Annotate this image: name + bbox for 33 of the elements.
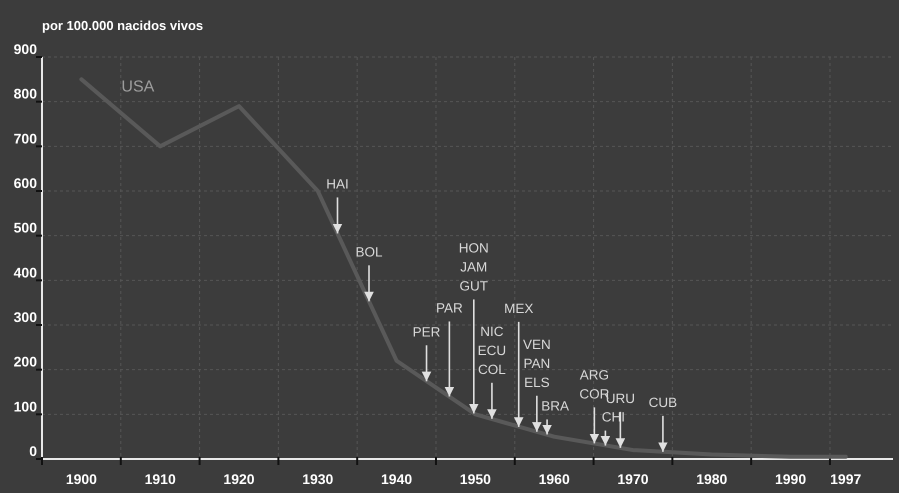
y-tick-label: 600 [14, 175, 38, 191]
x-tick-label: 1940 [381, 471, 412, 487]
y-tick-label: 400 [14, 264, 38, 280]
x-tick-label: 1930 [302, 471, 334, 487]
annotation: CUB [648, 394, 678, 410]
y-tick-label: 900 [14, 41, 38, 57]
y-tick-label: 800 [14, 86, 38, 102]
x-tick-label: 1910 [144, 471, 176, 487]
x-tick-label: 1970 [617, 471, 649, 487]
annotation: VEN PAN ELS [522, 336, 551, 390]
x-tick-label: 1980 [696, 471, 728, 487]
annotation: HON JAM GUT [458, 240, 489, 294]
annotation: BOL [355, 244, 383, 260]
annotation: MEX [504, 300, 534, 316]
y-tick-label: 300 [14, 309, 38, 325]
annotation: PER [412, 324, 441, 340]
x-tick-label: 1950 [460, 471, 492, 487]
y-axis-title: por 100.000 nacidos vivos [42, 18, 204, 33]
x-tick-label: 1900 [66, 471, 98, 487]
x-tick-label: 1960 [538, 471, 570, 487]
annotation: PAR [436, 300, 463, 316]
x-tick-label: 1997 [830, 471, 862, 487]
y-tick-label: 200 [14, 354, 38, 370]
y-tick-label: 0 [29, 443, 38, 459]
y-tick-label: 700 [14, 130, 38, 146]
series-label: USA [121, 78, 155, 96]
x-tick-label: 1920 [223, 471, 255, 487]
y-tick-label: 500 [14, 220, 38, 236]
annotation: BRA [541, 398, 569, 414]
x-tick-label: 1990 [774, 471, 806, 487]
annotation: NIC ECU COL [478, 324, 506, 377]
y-tick-label: 100 [14, 398, 38, 414]
annotation: HAI [326, 176, 349, 192]
